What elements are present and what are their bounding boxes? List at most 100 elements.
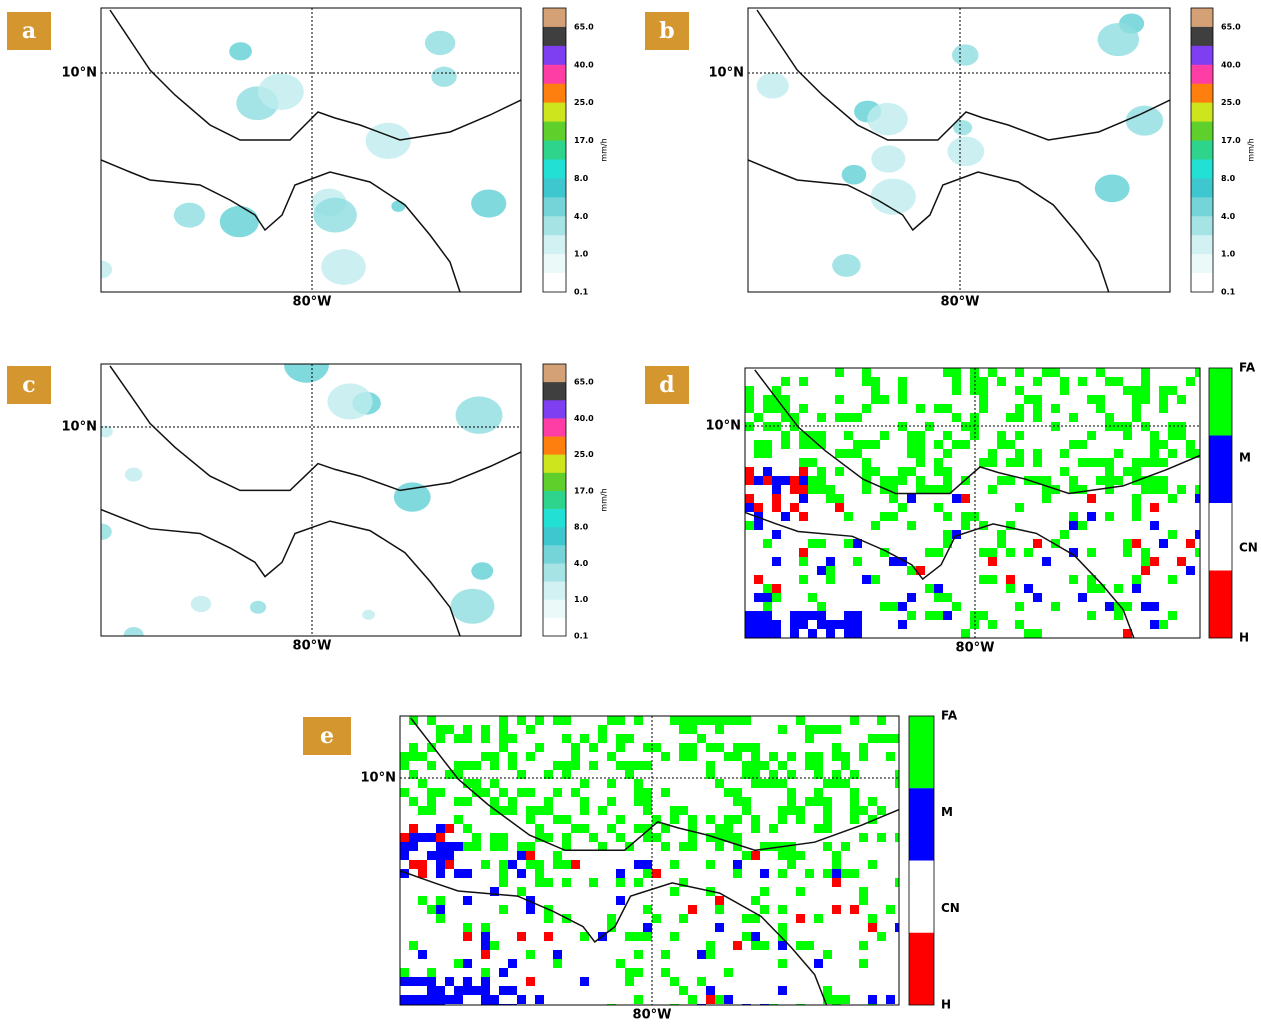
grid-cell	[1123, 548, 1132, 557]
precip-blob	[365, 122, 411, 159]
grid-cell	[526, 815, 535, 824]
grid-cell	[889, 485, 898, 494]
grid-cell	[832, 851, 841, 860]
grid-cell	[1123, 422, 1132, 431]
grid-cell	[772, 386, 781, 395]
grid-cell	[832, 743, 841, 752]
grid-cell	[1159, 386, 1168, 395]
grid-cell	[763, 539, 772, 548]
grid-cell	[607, 923, 616, 932]
colorbar-band	[543, 178, 566, 198]
colorbar-frame	[1190, 7, 1214, 293]
grid-cell	[859, 887, 868, 896]
grid-cell	[526, 860, 535, 869]
grid-cell	[526, 896, 535, 905]
grid-cell	[997, 377, 1006, 386]
grid-cell	[823, 869, 832, 878]
grid-cell	[799, 467, 808, 476]
grid-cell	[898, 377, 907, 386]
lat-label: 10°N	[62, 420, 97, 435]
grid-cell	[1087, 458, 1096, 467]
grid-cell	[745, 395, 754, 404]
grid-cell	[517, 842, 526, 851]
grid-cell	[751, 770, 760, 779]
grid-cell	[871, 467, 880, 476]
colorbar-band	[1191, 254, 1213, 274]
colorbar-band	[1191, 121, 1213, 141]
grid-cell	[745, 386, 754, 395]
grid-cell	[877, 716, 886, 725]
grid-cell	[1150, 449, 1159, 458]
grid-cell	[1087, 395, 1096, 404]
grid-cell	[880, 431, 889, 440]
grid-cell	[1060, 449, 1069, 458]
grid-cell	[823, 842, 832, 851]
grid-cell	[871, 377, 880, 386]
grid-cell	[481, 968, 490, 977]
grid-cell	[517, 716, 526, 725]
grid-cell	[823, 950, 832, 959]
grid-cell	[1069, 521, 1078, 530]
grid-cell	[853, 440, 862, 449]
grid-cell	[997, 431, 1006, 440]
colorbar-tick-label: 0.1	[1221, 288, 1236, 297]
grid-cell	[1150, 458, 1159, 467]
grid-cell	[799, 512, 808, 521]
grid-cell	[979, 611, 988, 620]
grid-cell	[1069, 476, 1078, 485]
grid-cell	[880, 395, 889, 404]
grid-cell	[400, 995, 409, 1004]
grid-cell	[778, 959, 787, 968]
grid-cell	[634, 878, 643, 887]
grid-cell	[754, 521, 763, 530]
grid-cell	[670, 806, 679, 815]
grid-cell	[418, 977, 427, 986]
grid-cell	[817, 413, 826, 422]
grid-cell	[799, 485, 808, 494]
grid-cell	[1132, 404, 1141, 413]
grid-cell	[535, 878, 544, 887]
grid-cell	[544, 833, 553, 842]
colorbar-band	[543, 527, 566, 546]
grid-cell	[652, 815, 661, 824]
grid-cell	[979, 404, 988, 413]
grid-cell	[916, 449, 925, 458]
grid-cell	[916, 476, 925, 485]
grid-cell	[679, 752, 688, 761]
precip-blob	[173, 202, 206, 228]
grid-cell	[799, 557, 808, 566]
panel-label-box	[303, 717, 351, 755]
grid-cell	[796, 914, 805, 923]
grid-cell	[661, 752, 670, 761]
grid-cell	[724, 716, 733, 725]
lon-label: 80°W	[293, 295, 332, 310]
grid-cell	[1033, 476, 1042, 485]
grid-cell	[916, 440, 925, 449]
colorbar-band	[543, 472, 566, 492]
grid-cell	[481, 752, 490, 761]
grid-cell	[1033, 449, 1042, 458]
panel-label: a	[22, 18, 36, 44]
grid-cell	[823, 995, 832, 1004]
grid-cell	[499, 743, 508, 752]
grid-cell	[778, 869, 787, 878]
colorbar-tick-label: 4.0	[1221, 212, 1236, 221]
grid-cell	[988, 575, 997, 584]
grid-cell	[805, 734, 814, 743]
grid-cell	[790, 611, 799, 620]
grid-cell	[526, 788, 535, 797]
grid-cell	[853, 611, 862, 620]
grid-cell	[679, 842, 688, 851]
grid-cell	[634, 716, 643, 725]
grid-cell	[427, 995, 436, 1004]
grid-cell	[943, 539, 952, 548]
grid-cell	[787, 842, 796, 851]
grid-cell	[943, 476, 952, 485]
grid-cell	[562, 833, 571, 842]
grid-cell	[877, 734, 886, 743]
grid-cell	[787, 788, 796, 797]
grid-cell	[823, 797, 832, 806]
grid-cell	[742, 806, 751, 815]
colorbar-class-label: FA	[941, 709, 958, 723]
grid-cell	[808, 458, 817, 467]
